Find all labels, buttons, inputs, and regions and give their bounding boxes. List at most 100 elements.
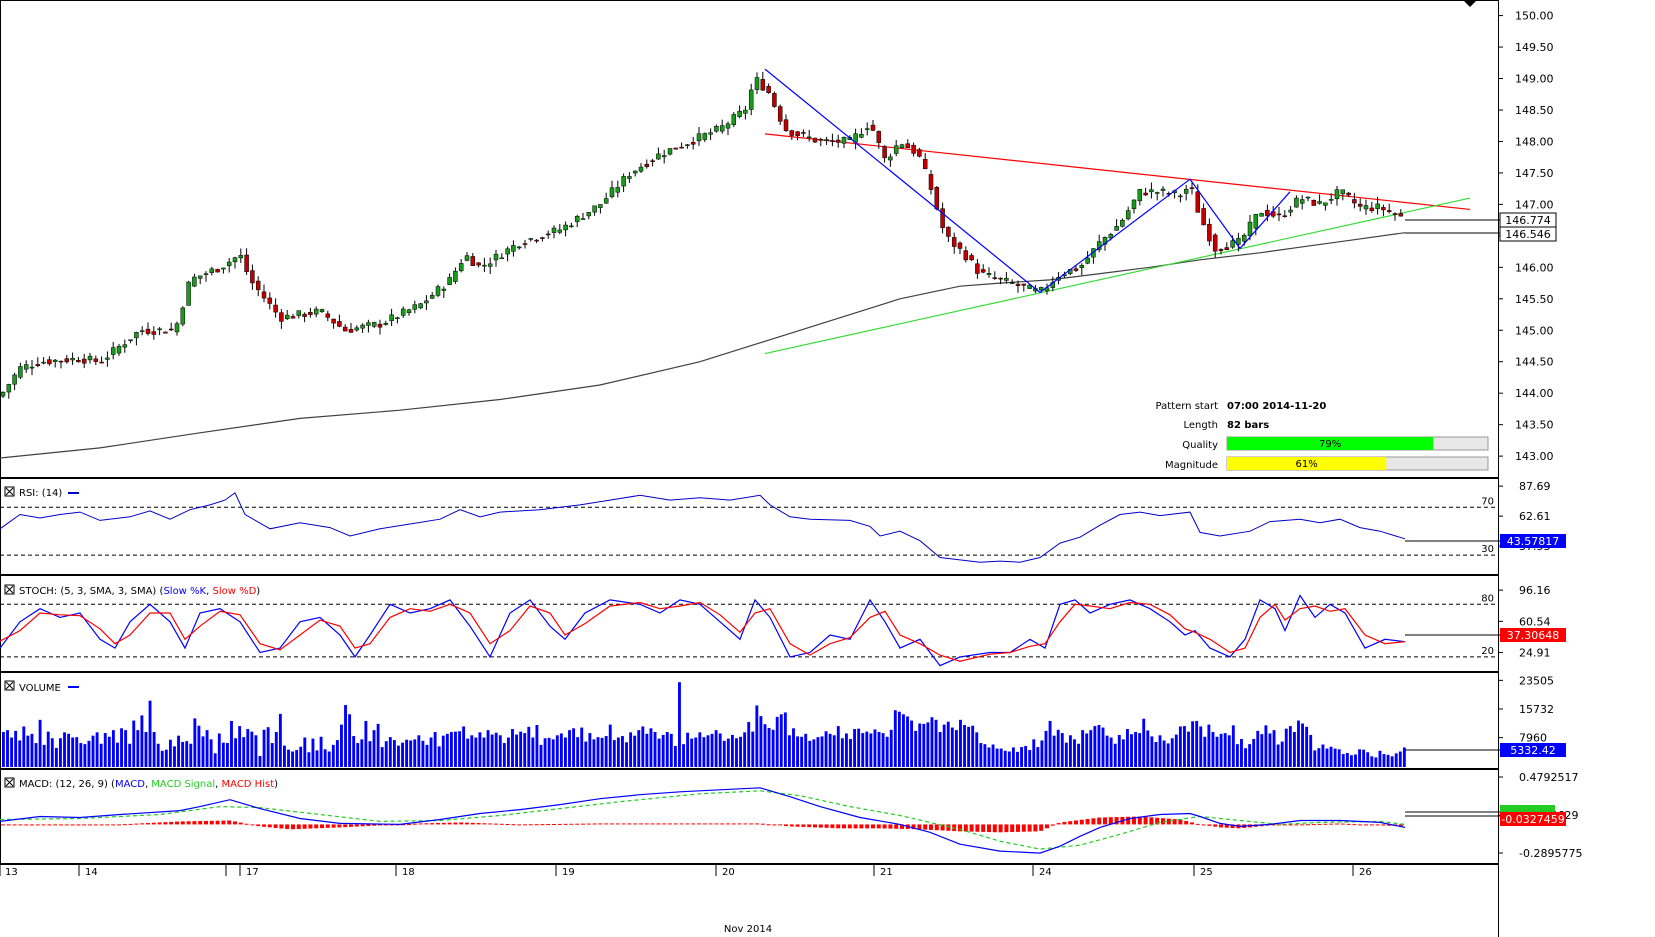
- candle-down: [1381, 207, 1386, 211]
- volume-bar: [164, 749, 168, 767]
- volume-bar: [820, 736, 824, 767]
- volume-bar: [1345, 752, 1349, 767]
- volume-bar: [792, 728, 795, 767]
- candle-down: [244, 254, 249, 272]
- volume-panel: VOLUME 23505 15732 7960 5332.42: [2, 674, 1566, 767]
- magnitude-label: Magnitude: [1165, 460, 1218, 471]
- candle-down: [992, 277, 998, 279]
- macd-hist-bar: [418, 823, 423, 825]
- volume-bar: [576, 737, 580, 767]
- magnitude-bar-fill: [1227, 457, 1387, 470]
- candle-down: [93, 358, 99, 362]
- volume-bar: [539, 744, 543, 767]
- macd-hist-bar: [99, 824, 104, 826]
- x-axis-date-label: 21: [880, 867, 893, 878]
- candle-down: [325, 313, 331, 318]
- volume-bar: [1020, 747, 1023, 767]
- volume-bar: [1390, 756, 1394, 767]
- macd-hist-bar: [813, 824, 817, 828]
- candle-up: [667, 148, 673, 155]
- volume-bar: [669, 733, 673, 767]
- candle-down: [337, 321, 342, 327]
- scroll-marker-icon[interactable]: [1463, 0, 1477, 7]
- volume-bar: [1089, 730, 1093, 767]
- volume-bar: [1170, 738, 1174, 767]
- macd-hist-bar: [557, 823, 562, 825]
- volume-bar: [140, 715, 144, 767]
- candle-up: [441, 288, 447, 291]
- macd-hist-bar: [30, 824, 34, 826]
- candle-up: [1131, 199, 1137, 209]
- candle-up: [226, 261, 232, 266]
- macd-hist-bar: [482, 823, 487, 825]
- candle-up: [1085, 257, 1090, 264]
- volume-bar: [299, 746, 303, 767]
- volume-bar: [1321, 744, 1325, 767]
- volume-bar: [38, 719, 42, 767]
- volume-bar: [763, 724, 767, 767]
- volume-bar: [1003, 750, 1007, 767]
- volume-bar: [621, 736, 624, 767]
- candle-down: [1224, 247, 1230, 251]
- candle-down: [980, 269, 986, 273]
- x-axis: 13 14 17 18 19 20 21 24 25 26: [0, 864, 1372, 878]
- macd-hist-bar: [778, 824, 783, 826]
- volume-bar: [454, 731, 457, 767]
- volume-bar: [1060, 733, 1064, 767]
- macd-hist-bar: [581, 823, 585, 825]
- macd-hist-bar: [1329, 823, 1334, 825]
- macd-hist-bar: [633, 823, 638, 825]
- macd-hist-bar: [1166, 818, 1171, 825]
- volume-bar: [1036, 747, 1040, 767]
- macd-hist-bar: [853, 824, 858, 829]
- volume-bar: [885, 736, 889, 767]
- x-axis-date-label: 13: [5, 867, 18, 878]
- price-tick-label: 150.00: [1515, 10, 1554, 23]
- macd-hist-bar: [250, 824, 255, 826]
- volume-bar: [303, 737, 307, 767]
- candle-up: [29, 366, 35, 369]
- volume-bar: [584, 741, 588, 767]
- macd-hist-bar: [1358, 824, 1363, 826]
- volume-bar: [759, 716, 763, 767]
- volume-bar: [213, 753, 217, 767]
- macd-hist-bar: [383, 824, 388, 826]
- macd-hist-bar: [505, 824, 510, 826]
- candle-down: [673, 147, 679, 150]
- volume-bar: [706, 735, 710, 767]
- x-axis-date-label: 19: [562, 867, 575, 878]
- volume-bar: [1195, 720, 1199, 767]
- macd-hist-bar: [673, 823, 678, 825]
- volume-bar: [747, 722, 751, 767]
- macd-hist-bar: [517, 824, 522, 826]
- volume-bar: [783, 712, 787, 767]
- macd-hist-bar: [47, 824, 52, 826]
- candle-up: [714, 126, 719, 132]
- volume-bar: [722, 740, 726, 767]
- macd-hist-bar: [320, 824, 324, 829]
- volume-bars: [2, 682, 1406, 767]
- candle-down: [476, 262, 481, 266]
- candle-up: [203, 273, 209, 275]
- candle-down: [876, 131, 882, 143]
- volume-bar: [67, 733, 71, 767]
- candle-up: [192, 276, 197, 287]
- volume-bar: [217, 733, 221, 767]
- macd-hist-bar: [969, 824, 974, 832]
- macd-hist-bar: [1398, 824, 1403, 827]
- macd-hist-bar: [488, 823, 493, 825]
- macd-hist-bar: [163, 822, 168, 825]
- candle-up: [209, 268, 215, 273]
- candle-up: [134, 332, 139, 339]
- volume-bar: [1215, 736, 1219, 767]
- pattern-start-value: 07:00 2014-11-20: [1227, 401, 1326, 412]
- volume-bar: [1093, 726, 1097, 767]
- macd-hist-bar: [209, 820, 214, 825]
- rsi-level-30-label: 30: [1481, 544, 1494, 555]
- volume-bar: [478, 732, 482, 767]
- candle-down: [835, 139, 841, 143]
- price-tick-label: 148.00: [1515, 135, 1554, 148]
- macd-hist-bar: [1387, 824, 1392, 826]
- macd-value-badge: [1500, 812, 1566, 826]
- macd-hist-bar: [720, 823, 725, 825]
